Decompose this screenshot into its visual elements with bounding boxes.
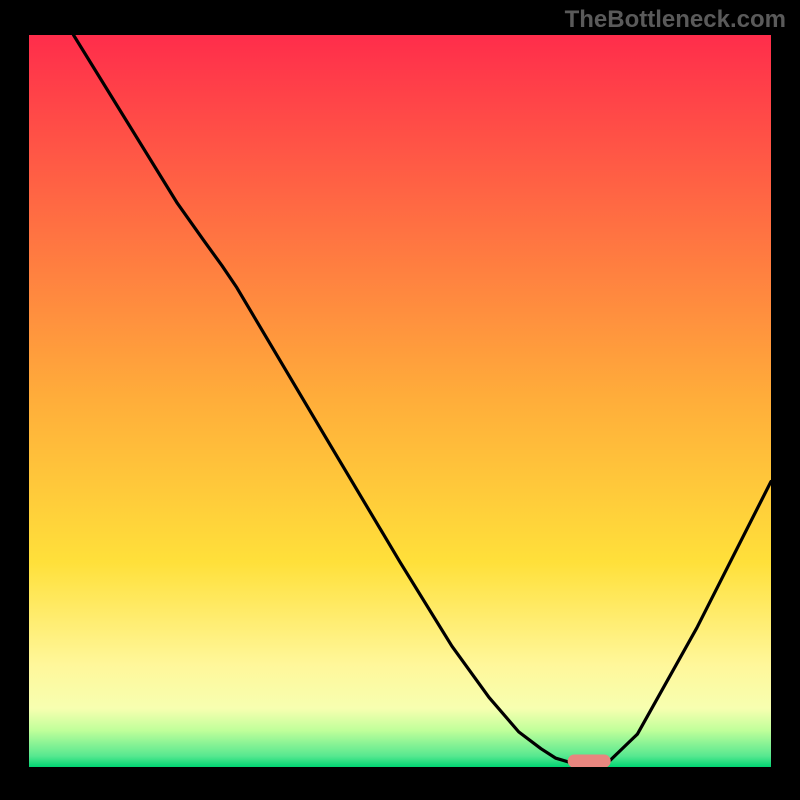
plot-area <box>29 35 771 767</box>
watermark-text: TheBottleneck.com <box>565 6 786 34</box>
chart-svg <box>29 35 771 767</box>
optimal-marker <box>568 755 611 767</box>
